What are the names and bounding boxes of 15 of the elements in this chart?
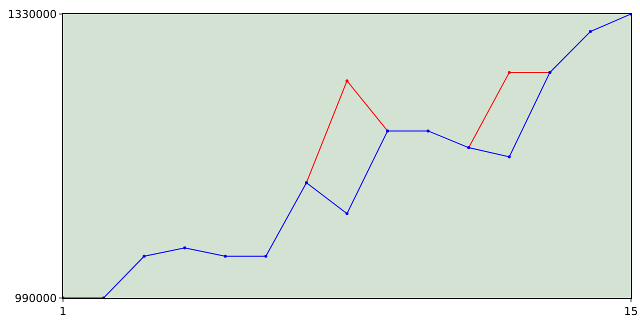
point bbox=[426, 129, 430, 132]
line-series bbox=[63, 14, 631, 298]
point bbox=[346, 212, 348, 216]
point bbox=[183, 246, 186, 250]
x-tick-label: 1 bbox=[60, 305, 66, 318]
point bbox=[142, 254, 146, 258]
y-tick-label: 1330000 bbox=[8, 8, 57, 21]
x-tick-label: 15 bbox=[624, 305, 638, 318]
y-tick-label: 990000 bbox=[14, 292, 57, 305]
point bbox=[508, 70, 511, 74]
point bbox=[508, 155, 511, 158]
point bbox=[224, 254, 227, 258]
point bbox=[588, 30, 592, 34]
point bbox=[264, 254, 268, 258]
point bbox=[346, 79, 348, 82]
